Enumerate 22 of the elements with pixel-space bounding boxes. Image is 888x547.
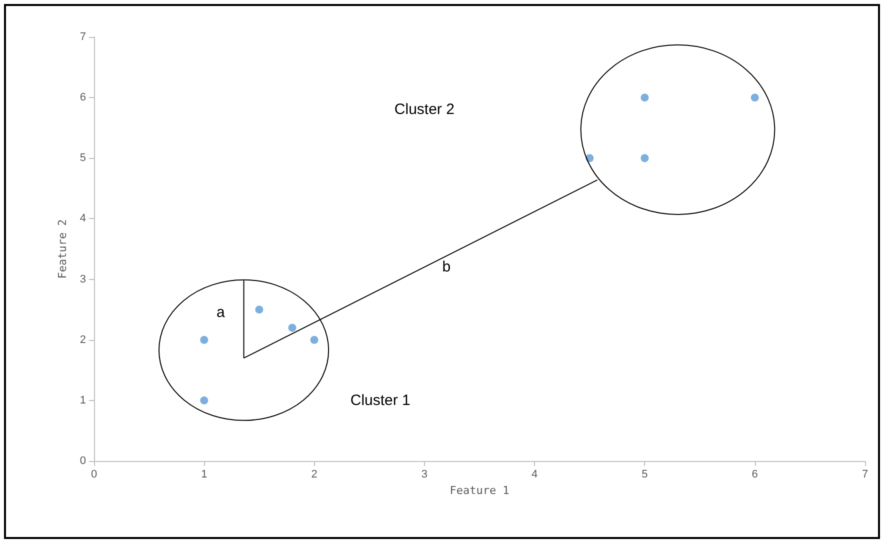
x-tick-label: 0 [90, 468, 98, 480]
x-tick-label: 4 [532, 468, 538, 480]
y-tick-label: 7 [80, 31, 86, 43]
y-tick-label: 5 [80, 152, 86, 164]
x-tick-label: 1 [201, 468, 208, 480]
x-tick-label: 7 [862, 468, 868, 480]
y-tick-label: 6 [80, 92, 86, 104]
y-tick-label: 0 [80, 455, 86, 467]
y-axis-title: Feature 2 [56, 219, 69, 279]
annotation: b [442, 258, 451, 276]
y-tick-label: 2 [80, 334, 86, 346]
annotation: a [216, 304, 226, 322]
x-tick-label: 2 [311, 468, 318, 480]
annotation: Cluster 2 [394, 101, 454, 118]
x-tick-label: 3 [421, 468, 428, 480]
x-tick-label: 5 [642, 468, 648, 480]
x-axis-title: Feature 1 [450, 484, 510, 497]
annotation: Cluster 1 [350, 392, 410, 409]
x-tick-label: 6 [752, 468, 758, 480]
y-tick-label: 1 [80, 394, 86, 406]
y-tick-label: 3 [80, 273, 86, 286]
y-tick-label: 4 [80, 212, 86, 225]
